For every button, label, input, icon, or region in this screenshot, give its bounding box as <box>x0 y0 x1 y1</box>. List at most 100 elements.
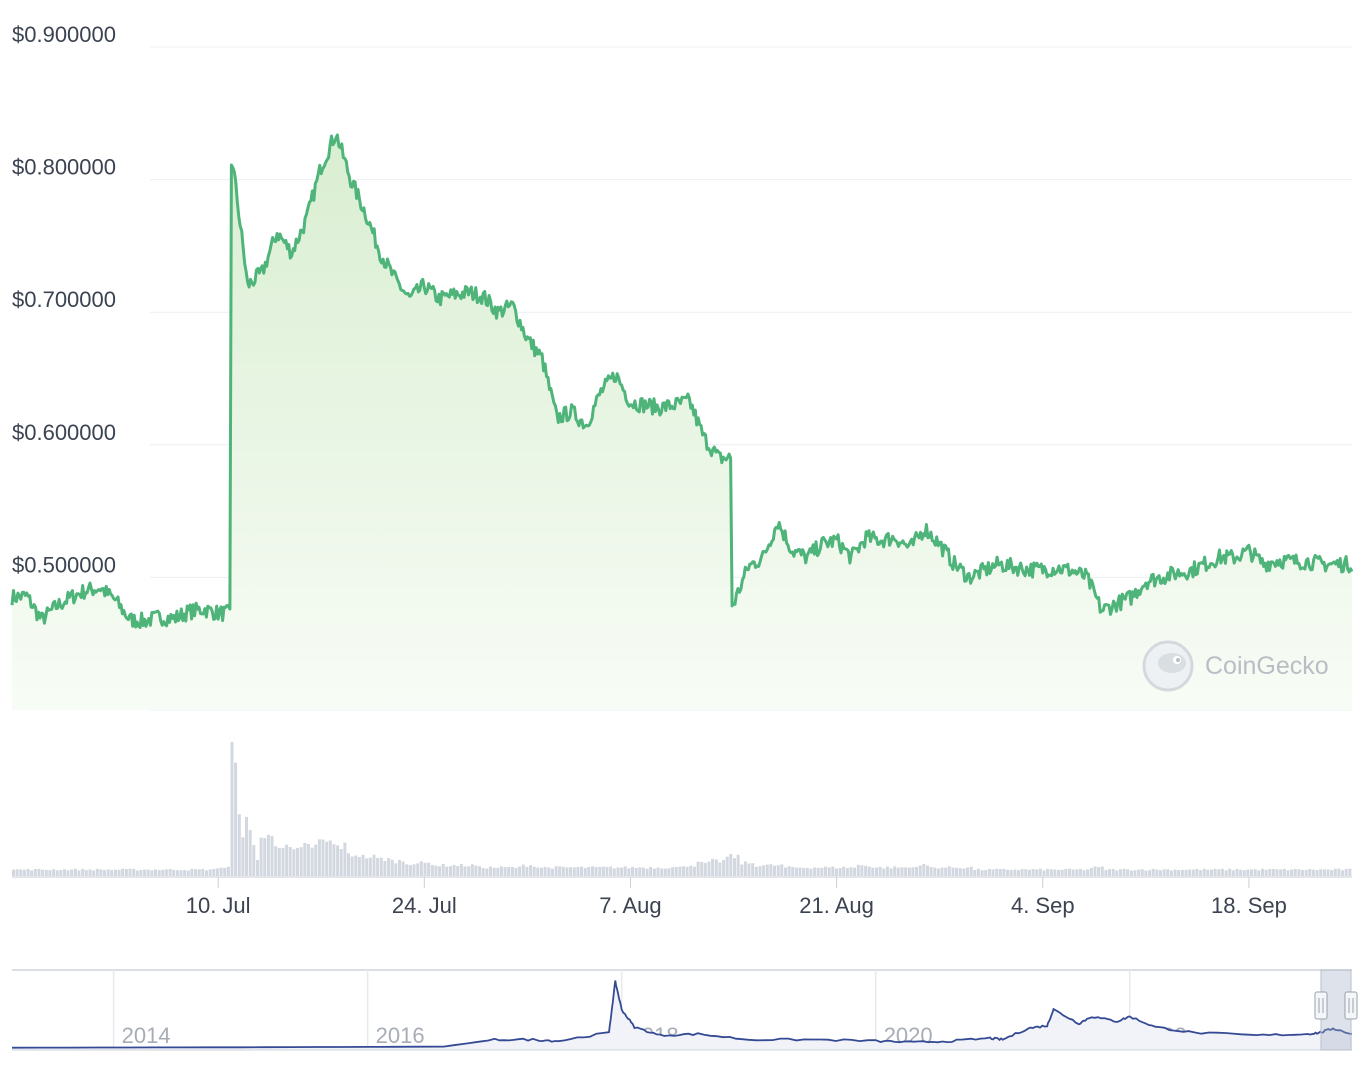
volume-bar <box>998 869 1002 876</box>
volume-bar <box>1239 869 1243 876</box>
volume-bar <box>1126 869 1130 876</box>
volume-bar <box>135 870 139 876</box>
volume-bar <box>1337 868 1341 876</box>
volume-bar <box>1002 868 1006 876</box>
price-area-fill <box>12 135 1352 710</box>
volume-bar <box>223 867 227 876</box>
volume-bar <box>1195 869 1199 876</box>
volume-bar <box>1097 867 1101 876</box>
volume-bar <box>1308 869 1312 876</box>
volume-bar <box>1075 869 1079 876</box>
volume-bar <box>1100 866 1104 876</box>
volume-bar <box>1042 870 1046 876</box>
volume-bar <box>1169 870 1173 876</box>
volume-bar <box>1082 870 1086 876</box>
navigator-line <box>11 980 1353 1049</box>
volume-bar <box>827 867 831 876</box>
volume-bar <box>139 870 143 876</box>
volume-bar <box>150 870 154 876</box>
volume-bar <box>529 865 533 876</box>
volume-bar <box>973 870 977 876</box>
volume-bar <box>904 867 908 876</box>
volume-bar <box>48 870 52 876</box>
volume-bar <box>1166 869 1170 876</box>
volume-bar <box>230 741 234 876</box>
volume-bar <box>499 866 503 876</box>
volume-bar <box>878 866 882 876</box>
navigator-right-handle[interactable] <box>1344 991 1358 1020</box>
volume-bar <box>296 847 299 876</box>
volume-bar <box>652 868 656 876</box>
volume-bar <box>408 865 412 876</box>
volume-bar <box>485 868 489 876</box>
volume-bar <box>175 870 179 876</box>
volume-bar <box>438 866 441 876</box>
volume-bar <box>357 857 361 876</box>
volume-bar <box>478 866 482 876</box>
volume-bar <box>918 865 922 876</box>
volume-bar <box>179 870 183 876</box>
volume-bar <box>92 870 96 876</box>
volume-bar <box>252 845 256 876</box>
volume-bar <box>987 868 991 876</box>
volume-bar <box>631 866 634 876</box>
volume-bar <box>911 867 915 876</box>
volume-bar <box>467 866 471 876</box>
x-tick-label: 4. Sep <box>1011 893 1075 918</box>
volume-bar <box>336 845 340 876</box>
volume-bar <box>347 853 350 876</box>
volume-bar <box>966 867 969 876</box>
volume-bar <box>1275 869 1279 876</box>
volume-bar <box>41 869 45 876</box>
volume-bar <box>1341 870 1345 876</box>
volume-bar <box>991 869 995 876</box>
volume-bar <box>128 868 132 876</box>
volume-bar <box>831 866 835 876</box>
volume-bar <box>234 762 238 876</box>
volume-bar <box>1246 869 1250 876</box>
volume-bar <box>459 863 463 876</box>
volume-bar <box>532 866 536 876</box>
volume-bar <box>1155 869 1159 876</box>
volume-bar <box>1322 869 1326 876</box>
volume-bar <box>372 854 376 876</box>
navigator-left-handle[interactable] <box>1314 991 1328 1020</box>
volume-bar <box>1242 870 1246 876</box>
volume-bar <box>867 866 871 876</box>
volume-bar <box>1301 870 1304 876</box>
volume-bar <box>656 867 660 876</box>
volume-bar <box>208 869 212 876</box>
volume-bar <box>1027 869 1031 876</box>
volume-bar <box>1009 870 1013 876</box>
volume-bar <box>784 867 787 876</box>
volume-bar <box>12 869 15 876</box>
volume-bar <box>816 867 820 876</box>
volume-bar <box>889 868 893 876</box>
volume-bar <box>787 866 791 876</box>
volume-bar <box>106 869 110 876</box>
volume-bar <box>926 865 929 876</box>
volume-bar <box>900 867 904 876</box>
volume-bar <box>303 843 307 876</box>
y-tick-label: $0.700000 <box>12 287 116 312</box>
volume-bar <box>270 835 274 876</box>
volume-bar <box>521 864 525 876</box>
volume-bar <box>332 844 336 876</box>
volume-bar <box>55 870 59 876</box>
navigator[interactable]: 20142016201820202022 <box>11 969 1358 1051</box>
volume-bar <box>1104 870 1108 876</box>
volume-bar <box>838 868 842 876</box>
volume-bar <box>951 867 955 876</box>
volume-bar <box>398 860 401 876</box>
volume-bar <box>569 867 573 876</box>
volume-bar <box>885 866 889 876</box>
volume-bar <box>682 866 685 876</box>
volume-bar <box>1049 869 1053 876</box>
volume-bar <box>317 839 321 876</box>
volume-bar <box>1206 869 1210 876</box>
volume-bar <box>15 869 19 876</box>
volume-bar <box>88 869 92 876</box>
volume-bar <box>623 866 627 876</box>
volume-bar <box>591 866 594 876</box>
volume-bar <box>474 865 478 876</box>
